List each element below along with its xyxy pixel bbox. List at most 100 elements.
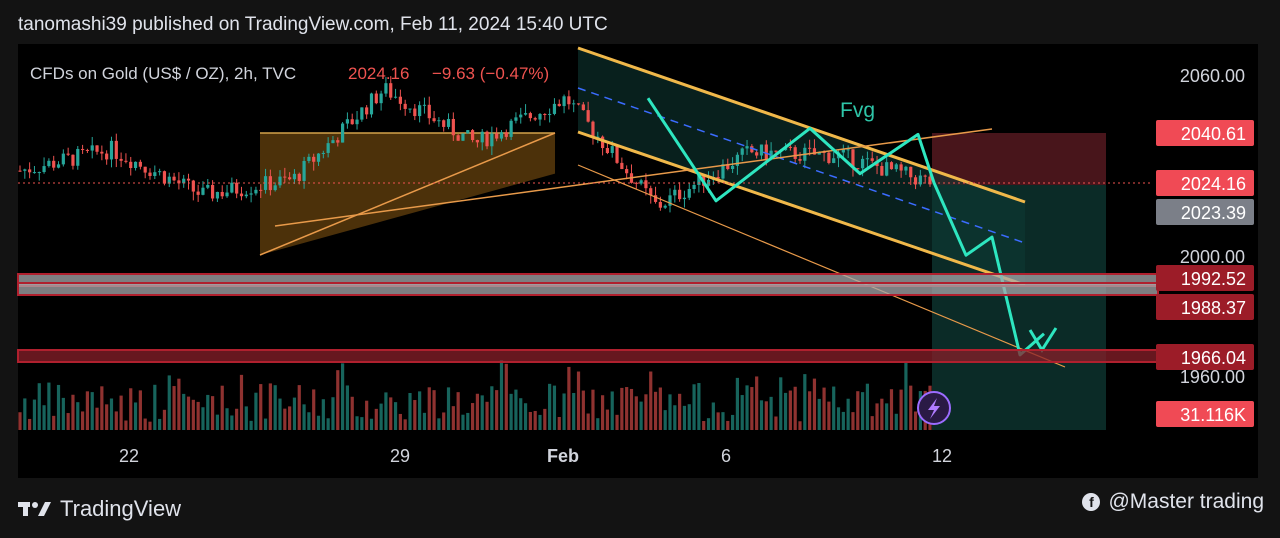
volume-bar (567, 366, 571, 430)
volume-bar (129, 388, 133, 430)
price-tag (1156, 120, 1254, 146)
volume-bar (268, 383, 272, 430)
candle-body (61, 153, 65, 165)
candle-body (523, 113, 528, 115)
volume-bar (865, 383, 870, 430)
volume-bar (133, 402, 138, 430)
candle-body (788, 146, 792, 148)
candle-body (822, 152, 826, 154)
candle-body (726, 164, 730, 170)
candle-body (817, 152, 821, 155)
volume-bar (682, 405, 687, 430)
candle-body (42, 166, 46, 173)
tradingview-logo-icon (18, 499, 52, 519)
candle-body (543, 114, 547, 116)
candle-body (360, 107, 364, 120)
price-tag-label: 2023.39 (1181, 203, 1246, 223)
candle-body (307, 156, 311, 161)
volume-bar (634, 396, 638, 430)
volume-bar (880, 398, 884, 430)
volume-bar (186, 396, 191, 430)
candle-body (697, 174, 701, 185)
candle-body (28, 169, 32, 173)
volume-bar (860, 392, 865, 430)
volume-bar (913, 411, 918, 430)
candle-body (336, 140, 340, 143)
candle-body (230, 182, 234, 193)
volume-bar (827, 401, 831, 430)
candle-body (904, 166, 908, 171)
candle-body (316, 153, 321, 162)
candle-body (625, 169, 629, 174)
x-tick-label: 12 (932, 446, 952, 466)
volume-bar (230, 415, 234, 430)
candle-body (880, 166, 884, 176)
volume-bar (254, 392, 258, 430)
candle-body (461, 133, 465, 141)
candle-body (201, 187, 205, 195)
volume-bar (32, 399, 37, 430)
candle-body (572, 103, 576, 105)
candle-body (649, 188, 653, 196)
x-tick-label: 29 (390, 446, 410, 466)
volume-bar (572, 392, 576, 430)
facebook-icon: f (1082, 493, 1101, 511)
candle-body (369, 93, 374, 115)
candle-body (278, 176, 282, 186)
volume-tag (1156, 401, 1254, 427)
volume-bar (56, 384, 61, 430)
candle-body (576, 103, 581, 105)
candle-body (519, 114, 523, 118)
candle-body (538, 114, 542, 120)
volume-bar (360, 417, 364, 430)
candle-body (292, 173, 297, 180)
volume-bar (297, 385, 301, 430)
volume-bar (177, 378, 181, 430)
volume-bar (340, 363, 345, 430)
price-tag (1156, 265, 1254, 291)
candle-body (470, 130, 475, 141)
volume-bar (788, 390, 792, 430)
volume-bar (485, 401, 489, 430)
volume-bar (653, 391, 658, 430)
volume-bar (702, 421, 706, 430)
volume-bar (581, 390, 585, 430)
candle-body (374, 93, 378, 104)
channel-upper-line (577, 46, 1026, 204)
candle-body (615, 146, 619, 163)
candle-body (730, 165, 735, 170)
volume-bar (148, 421, 152, 430)
volume-bar (870, 416, 874, 430)
candle-body (740, 148, 744, 155)
candle-body (355, 119, 359, 125)
candle-body (764, 144, 768, 160)
volume-bar (480, 395, 484, 430)
volume-bar (769, 396, 773, 430)
channel-lower-line (577, 130, 1026, 287)
volume-bar (793, 386, 797, 430)
volume-bar (451, 406, 455, 430)
volume-bar (90, 392, 94, 430)
candle-body (442, 120, 446, 127)
lightning-icon[interactable] (917, 391, 951, 425)
price-tag-label: 1966.04 (1181, 348, 1246, 368)
candle-body (340, 123, 345, 143)
volume-bar (138, 390, 142, 430)
price-chart[interactable]: 2060.00 2000.00 1960.00 22 29 Feb 6 12 2040.61 20… (0, 40, 1280, 480)
candle-body (735, 154, 740, 166)
volume-bar (100, 386, 104, 430)
candle-body (668, 195, 672, 206)
candle-body (186, 178, 191, 181)
candle-body (268, 176, 272, 191)
tradingview-brand[interactable]: TradingView (18, 496, 181, 522)
volume-bar (365, 400, 369, 430)
volume-bar (418, 391, 422, 430)
volume-bar (889, 389, 894, 430)
volume-bar (263, 418, 268, 430)
candle-body (418, 105, 422, 117)
volume-bar (812, 378, 817, 430)
volume-bar (909, 385, 913, 430)
candle-body (490, 133, 494, 147)
volume-bar (504, 363, 508, 430)
candle-body (870, 158, 874, 161)
